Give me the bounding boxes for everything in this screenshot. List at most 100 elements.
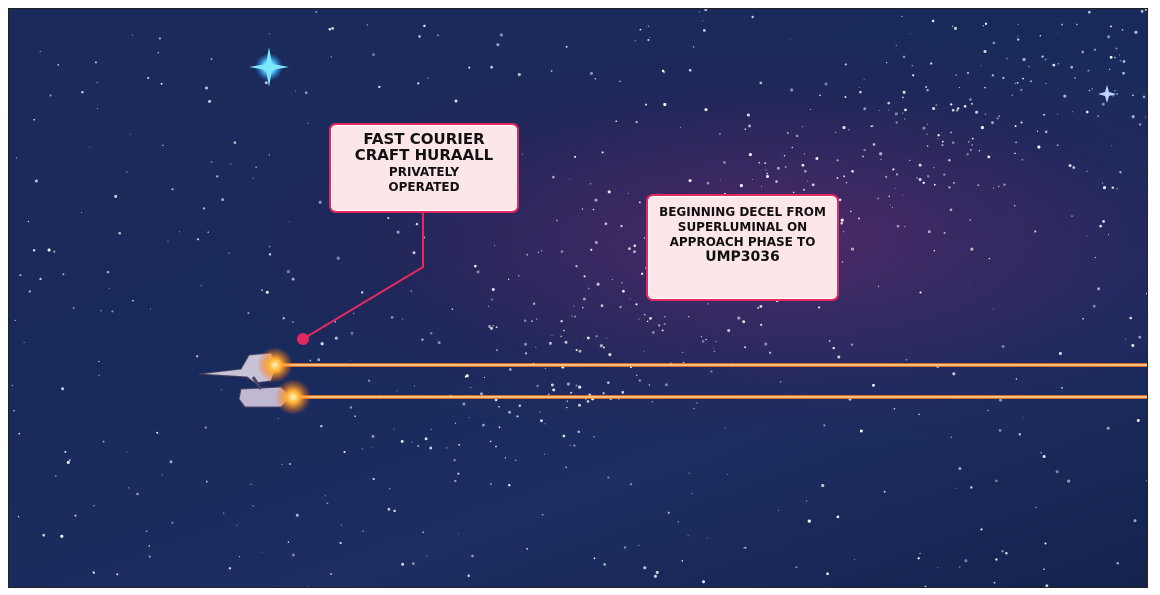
star — [269, 154, 270, 155]
star — [1040, 452, 1042, 454]
star — [919, 178, 922, 181]
star — [1137, 419, 1140, 422]
star — [53, 251, 55, 253]
caption-subtitle: PRIVATELY OPERATED — [379, 165, 469, 195]
star — [619, 80, 621, 82]
star — [560, 320, 562, 322]
star — [943, 173, 945, 175]
star — [912, 65, 913, 66]
star — [1057, 114, 1058, 115]
star — [48, 248, 51, 251]
star — [790, 88, 793, 91]
star — [594, 199, 597, 202]
star — [368, 380, 370, 382]
star — [957, 107, 959, 109]
star — [662, 329, 664, 331]
star — [842, 261, 844, 263]
star — [1020, 121, 1022, 123]
star — [607, 381, 609, 383]
star — [265, 81, 268, 84]
star — [681, 560, 683, 562]
star — [793, 192, 795, 194]
star — [1082, 318, 1084, 320]
star — [1022, 78, 1024, 80]
star — [864, 79, 865, 80]
star — [713, 350, 715, 352]
star — [628, 247, 631, 250]
star — [437, 35, 439, 37]
star — [644, 237, 645, 238]
star — [308, 123, 309, 124]
star — [825, 83, 828, 86]
star — [16, 157, 17, 158]
star — [287, 270, 290, 273]
star — [526, 548, 528, 550]
star — [158, 52, 159, 53]
star — [879, 152, 882, 155]
star — [161, 83, 163, 85]
star — [455, 423, 456, 424]
star — [535, 347, 536, 348]
star — [563, 330, 564, 331]
star — [494, 245, 495, 246]
star — [563, 435, 566, 438]
star — [522, 154, 523, 155]
star — [429, 447, 432, 450]
star — [1072, 166, 1075, 169]
star — [941, 144, 943, 146]
star — [402, 319, 403, 320]
star — [902, 194, 903, 195]
star — [810, 109, 811, 110]
star — [552, 388, 555, 391]
star — [837, 356, 840, 359]
star — [1014, 153, 1016, 155]
star — [1086, 171, 1087, 172]
star — [1017, 38, 1019, 40]
star — [1091, 88, 1093, 90]
star — [491, 298, 493, 300]
star — [843, 231, 844, 232]
star — [807, 181, 808, 182]
star — [496, 349, 498, 351]
star — [223, 512, 224, 513]
stars — [12, 9, 1148, 588]
star — [619, 306, 621, 308]
star — [573, 305, 574, 306]
star — [628, 193, 629, 194]
star — [969, 98, 972, 101]
star — [603, 347, 605, 349]
star — [171, 522, 173, 524]
star — [851, 344, 853, 346]
star — [720, 180, 721, 181]
star — [602, 392, 604, 394]
star — [590, 183, 592, 185]
star — [1076, 24, 1078, 26]
star — [634, 245, 637, 248]
star — [309, 360, 311, 362]
star — [579, 350, 582, 353]
star — [548, 393, 550, 395]
star — [524, 343, 527, 346]
star — [715, 341, 716, 342]
star — [538, 252, 539, 253]
star — [815, 157, 818, 160]
star — [321, 342, 324, 345]
star — [1102, 220, 1105, 223]
star — [147, 77, 149, 79]
star — [1087, 236, 1088, 237]
star — [269, 253, 271, 255]
star — [836, 177, 838, 179]
star — [18, 433, 20, 435]
star — [205, 426, 207, 428]
star — [1023, 417, 1024, 418]
star — [1067, 480, 1070, 483]
star — [15, 320, 16, 321]
star — [1015, 125, 1017, 127]
star — [760, 324, 762, 326]
star — [292, 554, 295, 557]
star — [109, 288, 110, 289]
star — [843, 175, 845, 177]
star — [498, 406, 500, 408]
star — [413, 251, 416, 254]
star — [269, 33, 270, 34]
